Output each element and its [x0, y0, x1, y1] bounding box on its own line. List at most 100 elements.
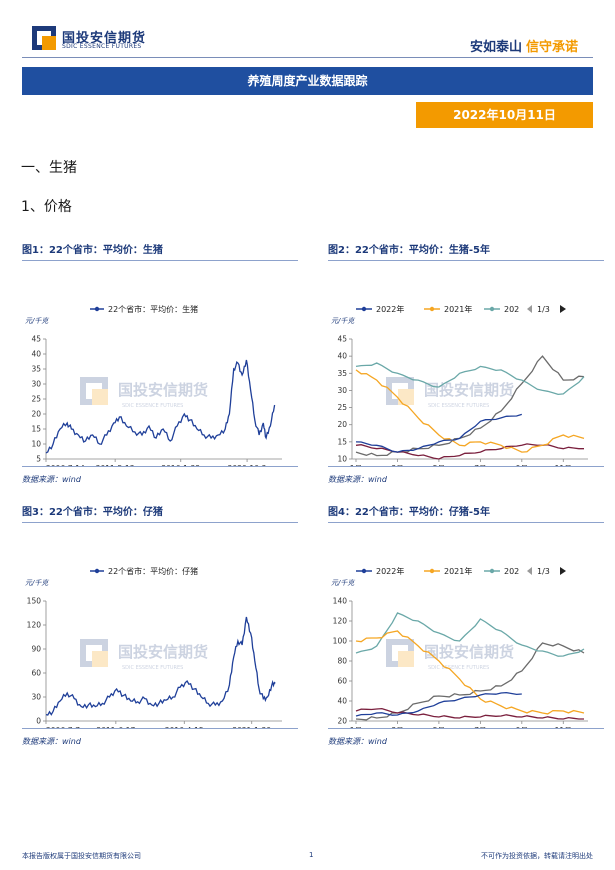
y-tick-label: 100 — [333, 637, 348, 646]
y-tick-label: 45 — [337, 335, 347, 344]
panel-divider — [22, 466, 298, 467]
y-tick-label: 15 — [31, 425, 41, 434]
slogan: 安如泰山 信守承诺 — [470, 36, 578, 55]
header-divider — [22, 57, 593, 58]
y-tick-label: 140 — [333, 597, 348, 606]
copyright-notice: 本报告版权属于国投安信期货有限公司 — [22, 852, 141, 860]
x-tick-label: 2020-10-2 — [228, 464, 267, 466]
x-tick-label: 5月 — [433, 464, 445, 466]
legend-marker — [361, 306, 367, 312]
chart-title: 图4：22个省市：平均价：仔猪-5年 — [328, 507, 490, 518]
watermark-logo-icon — [392, 645, 408, 661]
y-tick-label: 120 — [333, 617, 348, 626]
x-tick-label: 2006-7-7 — [46, 726, 80, 728]
chart-fig4: 国投安信期货 SDIC ESSENCE FUTURES 元/千克 2022年 2021年… — [331, 566, 588, 728]
series-line-0 — [355, 413, 522, 453]
legend-prev-icon — [527, 567, 532, 575]
chart-legend: 2022年 2021年 202 1/3 — [356, 566, 566, 576]
y-unit-label: 元/千克 — [25, 579, 49, 587]
data-source: 数据来源：wind — [328, 737, 387, 746]
panel-divider — [22, 522, 298, 523]
chart-fig3: 国投安信期货 SDIC ESSENCE FUTURES 元/千克 22个省市：平均价：… — [25, 566, 282, 728]
legend-label: 22个省市：平均价：生猪 — [108, 304, 198, 314]
legend-prev-icon — [527, 305, 532, 313]
watermark-logo-icon — [80, 377, 108, 405]
chart-panel-fig4: 图4：22个省市：平均价：仔猪-5年 国投安信期货 SDIC ESSENCE FU… — [328, 505, 604, 747]
series-line — [45, 616, 276, 716]
series-line-0 — [355, 691, 522, 717]
legend-marker — [94, 306, 100, 312]
watermark: 国投安信期货 SDIC ESSENCE FUTURES — [386, 377, 514, 409]
x-tick-label: 11月 — [555, 726, 572, 728]
legend-pager: 1/3 — [537, 567, 550, 576]
panel-divider — [328, 728, 604, 729]
watermark-text-cn: 国投安信期货 — [424, 643, 514, 661]
y-tick-label: 150 — [27, 597, 42, 606]
x-tick-label: 2016-4-15 — [165, 726, 204, 728]
y-tick-label: 10 — [337, 455, 347, 464]
chart-panel-fig1: 图1：22个省市：平均价：生猪 国投安信期货 SDIC ESSENCE FUTUR… — [22, 243, 298, 485]
chart-title: 图1：22个省市：平均价：生猪 — [22, 245, 163, 256]
legend-marker — [489, 306, 495, 312]
chart-fig1: 国投安信期货 SDIC ESSENCE FUTURES 元/千克 22个省市：平均价：… — [25, 304, 282, 466]
panel-divider — [22, 260, 298, 261]
x-tick-label: 2021-1-29 — [232, 726, 271, 728]
chart-legend: 22个省市：平均价：仔猪 — [90, 566, 198, 576]
series-line-2 — [355, 362, 585, 396]
data-source: 数据来源：wind — [22, 737, 81, 746]
series-line-3 — [355, 707, 584, 720]
legend-label: 2021年 — [444, 566, 472, 576]
chart-legend: 22个省市：平均价：生猪 — [90, 304, 198, 314]
section-heading-hogs: 一、生猪 — [21, 160, 77, 176]
y-tick-label: 20 — [31, 410, 41, 419]
y-tick-label: 0 — [36, 717, 41, 726]
y-tick-label: 35 — [31, 365, 41, 374]
y-tick-label: 5 — [36, 455, 41, 464]
slogan-part1: 安如泰山 — [469, 40, 522, 55]
report-date: 2022年10月11日 — [416, 102, 593, 128]
x-tick-label: 5月 — [433, 726, 445, 728]
watermark: 国投安信期货 SDIC ESSENCE FUTURES — [386, 639, 514, 671]
watermark-logo-icon — [80, 639, 108, 667]
logo-mark-icon — [32, 26, 56, 50]
y-tick-label: 35 — [337, 369, 347, 378]
y-tick-label: 40 — [337, 352, 347, 361]
panel-divider — [22, 728, 298, 729]
legend-label: 202 — [504, 305, 519, 314]
chart-fig2: 国投安信期货 SDIC ESSENCE FUTURES 元/千克 2022年 2021年… — [331, 304, 588, 466]
panel-divider — [328, 466, 604, 467]
y-tick-label: 30 — [31, 380, 41, 389]
y-tick-label: 80 — [337, 657, 347, 666]
chart-title: 图2：22个省市：平均价：生猪-5年 — [328, 245, 490, 256]
legend-marker — [429, 568, 435, 574]
legend-next-icon — [560, 567, 566, 575]
legend-label: 2022年 — [376, 304, 404, 314]
legend-marker — [361, 568, 367, 574]
y-tick-label: 30 — [337, 386, 347, 395]
y-tick-label: 10 — [31, 440, 41, 449]
watermark-logo-icon — [86, 645, 102, 661]
slogan-part2: 信守承诺 — [525, 40, 578, 55]
y-tick-label: 45 — [31, 335, 41, 344]
x-tick-label: 11月 — [555, 464, 572, 466]
watermark-text-cn: 国投安信期货 — [118, 381, 208, 399]
series-line-1 — [355, 369, 585, 453]
legend-marker — [489, 568, 495, 574]
watermark-logo-icon — [86, 383, 102, 399]
watermark-text-en: SDIC ESSENCE FUTURES — [428, 403, 489, 409]
y-tick-label: 90 — [31, 645, 41, 654]
y-unit-label: 元/千克 — [25, 317, 49, 325]
x-tick-label: 7月 — [474, 464, 486, 466]
x-tick-label: 9月 — [516, 726, 528, 728]
y-tick-label: 30 — [31, 693, 41, 702]
y-tick-label: 120 — [27, 621, 42, 630]
y-tick-label: 40 — [31, 350, 41, 359]
legend-label: 2021年 — [444, 304, 472, 314]
series-line — [45, 359, 276, 454]
chart-legend: 2022年 2021年 202 1/3 — [356, 304, 566, 314]
chart-panel-fig3: 图3：22个省市：平均价：仔猪 国投安信期货 SDIC ESSENCE FUTUR… — [22, 505, 298, 747]
report-title: 养殖周度产业数据跟踪 — [22, 67, 593, 95]
y-unit-label: 元/千克 — [331, 579, 355, 587]
subsection-heading-price: 1、价格 — [21, 199, 72, 215]
x-tick-label: 1月 — [350, 726, 362, 728]
